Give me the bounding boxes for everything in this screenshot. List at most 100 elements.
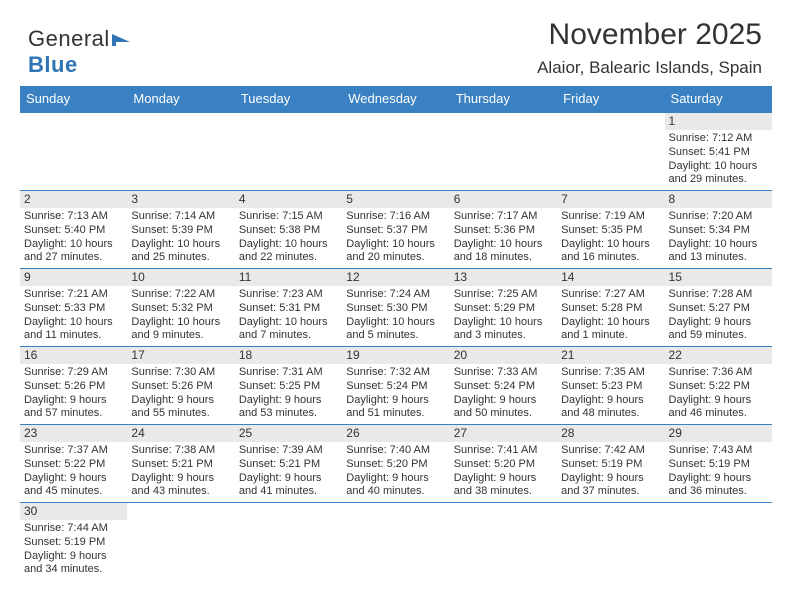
calendar-cell <box>342 112 449 191</box>
calendar-cell: 5 Sunrise: 7:16 AMSunset: 5:37 PMDaylight… <box>342 191 449 269</box>
day-number: 14 <box>557 269 664 286</box>
day-number: 11 <box>235 269 342 286</box>
day-number: 1 <box>665 113 772 130</box>
day-number: 9 <box>20 269 127 286</box>
day-number: 30 <box>20 503 127 520</box>
calendar-cell: 6 Sunrise: 7:17 AMSunset: 5:36 PMDaylight… <box>450 191 557 269</box>
calendar-cell: 29 Sunrise: 7:43 AMSunset: 5:19 PMDayligh… <box>665 425 772 503</box>
weekday-header: Saturday <box>665 86 772 112</box>
day-details: Sunrise: 7:23 AMSunset: 5:31 PMDaylight:… <box>239 288 338 343</box>
calendar-cell <box>235 503 342 581</box>
day-number: 15 <box>665 269 772 286</box>
calendar-cell <box>127 503 234 581</box>
day-number: 27 <box>450 425 557 442</box>
day-details: Sunrise: 7:37 AMSunset: 5:22 PMDaylight:… <box>24 444 123 499</box>
logo: General Blue <box>28 26 132 78</box>
day-number: 12 <box>342 269 449 286</box>
calendar-cell: 22 Sunrise: 7:36 AMSunset: 5:22 PMDayligh… <box>665 347 772 425</box>
calendar-cell <box>342 503 449 581</box>
weekday-header: Tuesday <box>235 86 342 112</box>
weekday-header: Monday <box>127 86 234 112</box>
calendar-cell: 25Sunrise: 7:39 AMSunset: 5:21 PMDayligh… <box>235 425 342 503</box>
calendar-cell: 21 Sunrise: 7:35 AMSunset: 5:23 PMDayligh… <box>557 347 664 425</box>
day-details: Sunrise: 7:36 AMSunset: 5:22 PMDaylight:… <box>669 366 768 421</box>
calendar-cell <box>235 112 342 191</box>
calendar-cell: 23 Sunrise: 7:37 AMSunset: 5:22 PMDayligh… <box>20 425 127 503</box>
day-details: Sunrise: 7:28 AMSunset: 5:27 PMDaylight:… <box>669 288 768 343</box>
day-details: Sunrise: 7:31 AMSunset: 5:25 PMDaylight:… <box>239 366 338 421</box>
calendar-cell: 16 Sunrise: 7:29 AMSunset: 5:26 PMDayligh… <box>20 347 127 425</box>
page-title: November 2025 <box>549 18 762 52</box>
day-details: Sunrise: 7:29 AMSunset: 5:26 PMDaylight:… <box>24 366 123 421</box>
logo-text-1: General <box>28 26 110 51</box>
calendar-cell: 26Sunrise: 7:40 AMSunset: 5:20 PMDayligh… <box>342 425 449 503</box>
day-number: 4 <box>235 191 342 208</box>
day-details: Sunrise: 7:43 AMSunset: 5:19 PMDaylight:… <box>669 444 768 499</box>
day-details: Sunrise: 7:25 AMSunset: 5:29 PMDaylight:… <box>454 288 553 343</box>
day-details: Sunrise: 7:40 AMSunset: 5:20 PMDaylight:… <box>346 444 445 499</box>
day-number: 22 <box>665 347 772 364</box>
day-number: 10 <box>127 269 234 286</box>
day-number: 18 <box>235 347 342 364</box>
logo-text-2: Blue <box>28 52 78 77</box>
calendar-cell <box>450 112 557 191</box>
calendar-body: 1 Sunrise: 7:12 AMSunset: 5:41 PMDaylight… <box>20 112 772 580</box>
calendar-cell: 20Sunrise: 7:33 AMSunset: 5:24 PMDayligh… <box>450 347 557 425</box>
day-details: Sunrise: 7:39 AMSunset: 5:21 PMDaylight:… <box>239 444 338 499</box>
calendar-cell <box>665 503 772 581</box>
day-details: Sunrise: 7:21 AMSunset: 5:33 PMDaylight:… <box>24 288 123 343</box>
day-details: Sunrise: 7:32 AMSunset: 5:24 PMDaylight:… <box>346 366 445 421</box>
day-number: 19 <box>342 347 449 364</box>
calendar-cell: 15 Sunrise: 7:28 AMSunset: 5:27 PMDayligh… <box>665 269 772 347</box>
day-details: Sunrise: 7:19 AMSunset: 5:35 PMDaylight:… <box>561 210 660 265</box>
day-number: 20 <box>450 347 557 364</box>
calendar-cell: 13Sunrise: 7:25 AMSunset: 5:29 PMDayligh… <box>450 269 557 347</box>
calendar-cell: 14 Sunrise: 7:27 AMSunset: 5:28 PMDayligh… <box>557 269 664 347</box>
calendar-cell: 18 Sunrise: 7:31 AMSunset: 5:25 PMDayligh… <box>235 347 342 425</box>
day-details: Sunrise: 7:15 AMSunset: 5:38 PMDaylight:… <box>239 210 338 265</box>
day-details: Sunrise: 7:13 AMSunset: 5:40 PMDaylight:… <box>24 210 123 265</box>
day-details: Sunrise: 7:22 AMSunset: 5:32 PMDaylight:… <box>131 288 230 343</box>
calendar-cell: 30Sunrise: 7:44 AMSunset: 5:19 PMDayligh… <box>20 503 127 581</box>
calendar-row: 23 Sunrise: 7:37 AMSunset: 5:22 PMDayligh… <box>20 425 772 503</box>
day-details: Sunrise: 7:41 AMSunset: 5:20 PMDaylight:… <box>454 444 553 499</box>
weekday-header: Wednesday <box>342 86 449 112</box>
location-subtitle: Alaior, Balearic Islands, Spain <box>537 58 762 78</box>
day-details: Sunrise: 7:17 AMSunset: 5:36 PMDaylight:… <box>454 210 553 265</box>
calendar-cell: 12Sunrise: 7:24 AMSunset: 5:30 PMDayligh… <box>342 269 449 347</box>
day-number: 3 <box>127 191 234 208</box>
calendar-cell: 3Sunrise: 7:14 AMSunset: 5:39 PMDaylight… <box>127 191 234 269</box>
day-number: 5 <box>342 191 449 208</box>
day-number: 28 <box>557 425 664 442</box>
calendar-cell: 8Sunrise: 7:20 AMSunset: 5:34 PMDaylight… <box>665 191 772 269</box>
day-number: 29 <box>665 425 772 442</box>
day-number: 23 <box>20 425 127 442</box>
calendar-cell <box>127 112 234 191</box>
day-details: Sunrise: 7:42 AMSunset: 5:19 PMDaylight:… <box>561 444 660 499</box>
calendar-cell: 9 Sunrise: 7:21 AMSunset: 5:33 PMDaylight… <box>20 269 127 347</box>
calendar-cell: 28 Sunrise: 7:42 AMSunset: 5:19 PMDayligh… <box>557 425 664 503</box>
day-details: Sunrise: 7:20 AMSunset: 5:34 PMDaylight:… <box>669 210 768 265</box>
calendar-cell: 17 Sunrise: 7:30 AMSunset: 5:26 PMDayligh… <box>127 347 234 425</box>
day-number: 17 <box>127 347 234 364</box>
calendar-cell: 19 Sunrise: 7:32 AMSunset: 5:24 PMDayligh… <box>342 347 449 425</box>
calendar-table: SundayMondayTuesdayWednesdayThursdayFrid… <box>20 86 772 580</box>
day-details: Sunrise: 7:30 AMSunset: 5:26 PMDaylight:… <box>131 366 230 421</box>
day-details: Sunrise: 7:12 AMSunset: 5:41 PMDaylight:… <box>669 132 768 187</box>
calendar-cell: 10 Sunrise: 7:22 AMSunset: 5:32 PMDayligh… <box>127 269 234 347</box>
day-number: 24 <box>127 425 234 442</box>
day-number: 6 <box>450 191 557 208</box>
calendar-cell: 11 Sunrise: 7:23 AMSunset: 5:31 PMDayligh… <box>235 269 342 347</box>
day-details: Sunrise: 7:27 AMSunset: 5:28 PMDaylight:… <box>561 288 660 343</box>
weekday-header: Friday <box>557 86 664 112</box>
day-details: Sunrise: 7:35 AMSunset: 5:23 PMDaylight:… <box>561 366 660 421</box>
calendar-cell: 2Sunrise: 7:13 AMSunset: 5:40 PMDaylight… <box>20 191 127 269</box>
day-details: Sunrise: 7:16 AMSunset: 5:37 PMDaylight:… <box>346 210 445 265</box>
day-number: 16 <box>20 347 127 364</box>
calendar-cell: 7Sunrise: 7:19 AMSunset: 5:35 PMDaylight… <box>557 191 664 269</box>
weekday-header: Thursday <box>450 86 557 112</box>
logo-flag-icon <box>112 32 132 48</box>
calendar-row: 9 Sunrise: 7:21 AMSunset: 5:33 PMDaylight… <box>20 269 772 347</box>
calendar-cell <box>557 112 664 191</box>
day-number: 21 <box>557 347 664 364</box>
